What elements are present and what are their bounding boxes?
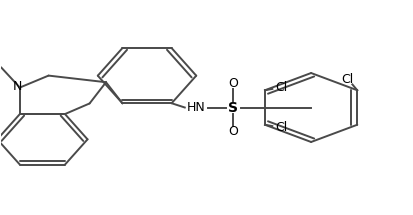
Text: O: O — [228, 77, 238, 90]
Text: Cl: Cl — [275, 81, 287, 94]
Text: HN: HN — [187, 101, 206, 114]
Text: N: N — [13, 80, 22, 93]
Text: Cl: Cl — [275, 121, 287, 134]
Text: Cl: Cl — [341, 73, 353, 86]
Text: S: S — [228, 100, 238, 115]
Text: O: O — [228, 125, 238, 138]
